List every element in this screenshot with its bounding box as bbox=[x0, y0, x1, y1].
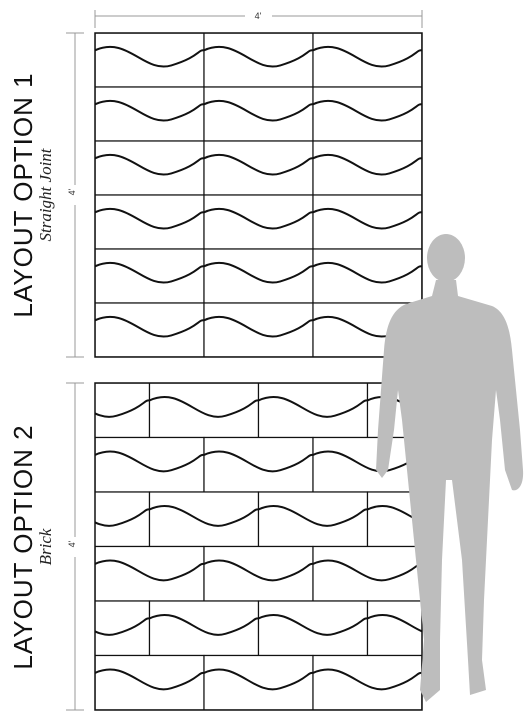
tile-wave bbox=[367, 614, 422, 633]
layout-subtitle: Straight Joint bbox=[36, 147, 55, 241]
tile-wave bbox=[95, 153, 205, 176]
tile-wave bbox=[203, 261, 314, 284]
tile bbox=[421, 86, 422, 142]
tile bbox=[148, 491, 260, 548]
tile-wave bbox=[203, 45, 314, 68]
tile-wave bbox=[95, 508, 150, 527]
dimension-label: 4' bbox=[67, 540, 77, 547]
tile-wave bbox=[258, 614, 368, 636]
tile-wave bbox=[95, 207, 205, 230]
tile-wave bbox=[312, 45, 422, 68]
tile-wave bbox=[203, 668, 314, 691]
tile-wave bbox=[95, 450, 205, 473]
tile-panels bbox=[0, 32, 423, 711]
tile-wave bbox=[203, 450, 314, 473]
tile-wave bbox=[312, 99, 422, 122]
tile-wave bbox=[203, 315, 314, 338]
tile-wave bbox=[312, 153, 422, 176]
tile-wave bbox=[95, 399, 150, 418]
tile-wave bbox=[0, 397, 41, 417]
layout-title: LAYOUT OPTION 1 bbox=[8, 72, 38, 317]
panel-border bbox=[94, 32, 423, 358]
side-dimension-2: 4' bbox=[66, 382, 84, 711]
tile-wave bbox=[149, 614, 259, 636]
tile-wave bbox=[312, 261, 422, 284]
tile-wave bbox=[421, 103, 422, 105]
tile-wave bbox=[367, 505, 422, 524]
tile-wave bbox=[203, 207, 314, 230]
dimension-label: 4' bbox=[255, 11, 262, 21]
tile-wave bbox=[203, 153, 314, 176]
tile bbox=[421, 140, 422, 196]
tile-wave bbox=[258, 396, 368, 418]
tile-wave bbox=[95, 319, 96, 321]
tile-wave bbox=[203, 559, 314, 582]
side-dimension-1: 4' bbox=[66, 32, 84, 358]
tile-wave bbox=[95, 559, 205, 582]
dimension-label: 4' bbox=[67, 188, 77, 195]
human-silhouette bbox=[376, 234, 524, 702]
tile-wave bbox=[312, 207, 422, 230]
tile-wave bbox=[95, 49, 96, 51]
tile-wave bbox=[95, 617, 150, 636]
tile-wave bbox=[258, 505, 368, 527]
tile-wave bbox=[149, 396, 259, 418]
layout-title: LAYOUT OPTION 2 bbox=[8, 424, 38, 669]
tile-wave bbox=[95, 261, 205, 284]
tile-panel bbox=[95, 33, 422, 357]
top-dimension: 4' bbox=[94, 10, 423, 28]
tile-wave bbox=[203, 99, 314, 122]
tile-wave bbox=[421, 157, 422, 159]
tile-wave bbox=[421, 211, 422, 213]
tile-wave bbox=[312, 668, 422, 691]
layout-subtitle: Brick bbox=[36, 528, 55, 565]
tile bbox=[366, 600, 422, 657]
tile bbox=[421, 33, 422, 88]
tile-wave bbox=[95, 668, 205, 691]
tile-wave bbox=[149, 505, 259, 527]
tile-wave bbox=[95, 45, 205, 68]
tile-wave bbox=[95, 671, 96, 673]
tile-wave bbox=[421, 49, 422, 51]
tile-wave bbox=[95, 315, 205, 338]
tile bbox=[95, 491, 151, 548]
tile-wave bbox=[95, 99, 205, 122]
